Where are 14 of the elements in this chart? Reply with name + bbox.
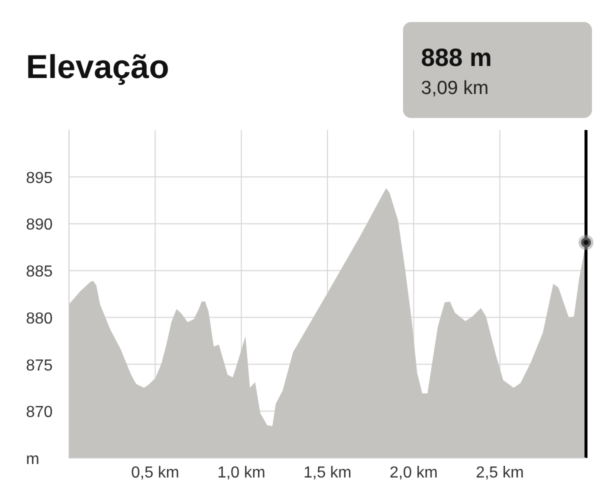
y-tick-label: m — [26, 451, 40, 468]
y-tick-label: 885 — [26, 264, 53, 281]
y-tick-label: 880 — [26, 310, 53, 328]
x-tick-label: 1,5 km — [303, 464, 352, 482]
x-tick-label: 2,5 km — [476, 464, 524, 482]
x-tick-label: 2,0 km — [390, 464, 438, 482]
y-tick-label: 870 — [26, 404, 53, 422]
y-tick-label: 875 — [26, 357, 53, 374]
x-tick-label: 0,5 km — [131, 464, 180, 482]
y-tick-label: 890 — [26, 216, 53, 234]
y-tick-label: 895 — [26, 170, 53, 187]
x-tick-label: 1,0 km — [217, 464, 266, 482]
value-tooltip: 888 m 3,09 km — [403, 22, 592, 118]
chart-title: Elevação — [26, 48, 170, 86]
